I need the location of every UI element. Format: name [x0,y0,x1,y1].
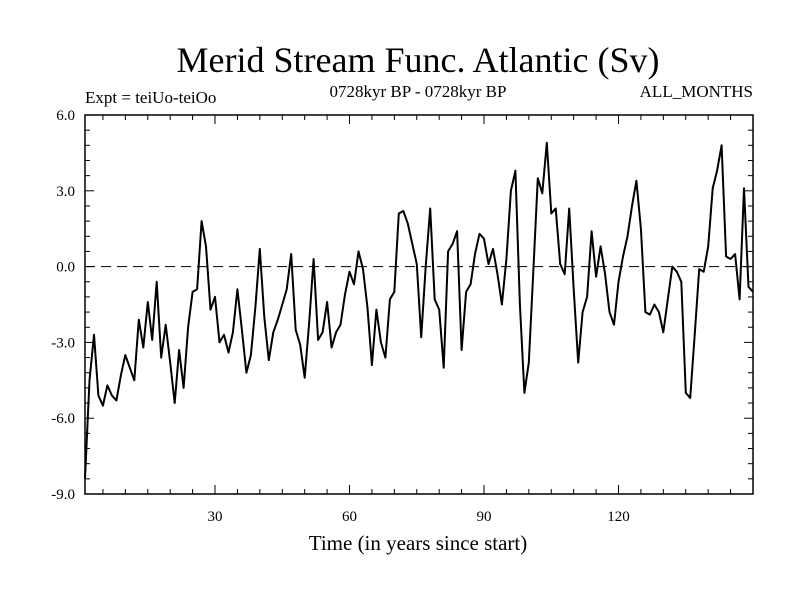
y-tick-label: 0.0 [56,260,75,276]
y-tick-label: -9.0 [51,487,75,503]
x-tick-label: 90 [477,509,492,525]
experiment-label: Expt = teiUo-teiOo [85,88,216,107]
x-tick-label: 60 [342,509,357,525]
y-tick-label: -3.0 [51,335,75,351]
series-line [84,141,754,479]
time-range-label: 0728kyr BP - 0728kyr BP [330,82,507,101]
x-axis-label: Time (in years since start) [309,531,528,555]
chart-title: Merid Stream Func. Atlantic (Sv) [177,40,660,80]
months-label: ALL_MONTHS [640,82,753,101]
x-axis-tick-labels: 30 60 90 120 [208,509,630,525]
y-tick-label: 3.0 [56,184,75,200]
y-tick-label: -6.0 [51,411,75,427]
y-tick-label: 6.0 [56,108,75,124]
x-tick-label: 30 [208,509,223,525]
plot-frame [84,114,754,495]
x-axis-ticks [102,115,732,494]
x-tick-label: 120 [607,509,630,525]
y-axis-tick-labels: 6.0 3.0 0.0 -3.0 -6.0 -9.0 [51,108,75,503]
